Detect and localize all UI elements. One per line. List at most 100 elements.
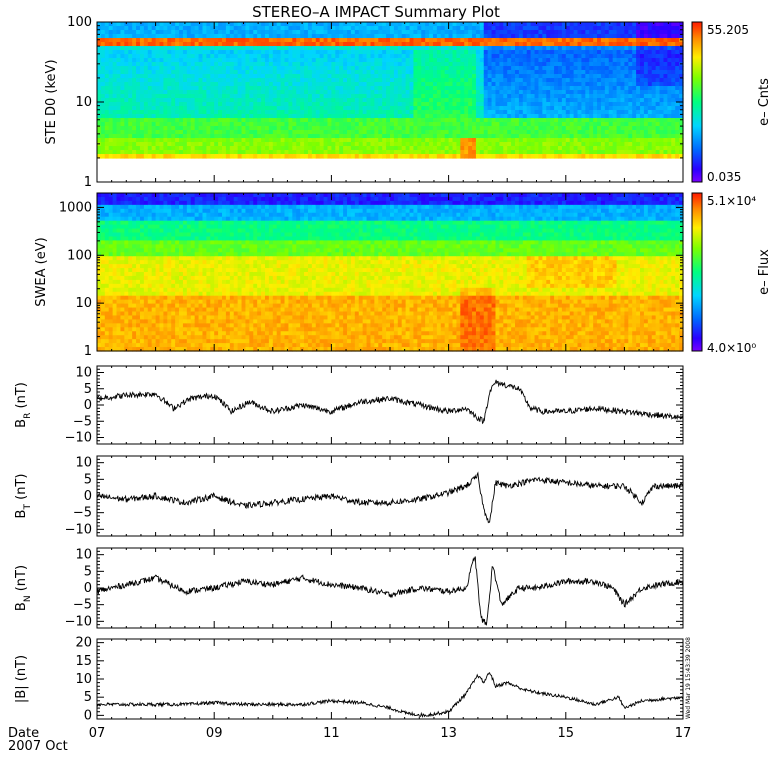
ste-heatmap-cell: [538, 46, 543, 51]
ste-heatmap-cell: [296, 154, 301, 159]
ste-heatmap-cell: [222, 134, 227, 139]
ste-heatmap-cell: [296, 62, 301, 67]
ste-heatmap-cell: [288, 50, 293, 55]
ste-heatmap-cell: [557, 142, 563, 147]
ste-heatmap-cell: [190, 70, 196, 75]
ste-heatmap-cell: [565, 58, 571, 63]
ste-heatmap-cell: [319, 154, 325, 159]
ste-heatmap-cell: [347, 98, 352, 103]
ste-heatmap-cell: [522, 90, 528, 95]
ste-heatmap-cell: [432, 118, 438, 123]
ste-heatmap-cell: [515, 74, 520, 79]
ste-heatmap-cell: [550, 74, 555, 79]
ste-heatmap-cell: [292, 142, 297, 147]
ste-heatmap-cell: [245, 82, 250, 87]
ste-heatmap-cell: [659, 26, 665, 31]
ste-heatmap-cell: [190, 142, 196, 147]
ste-heatmap-cell: [401, 122, 407, 127]
ste-heatmap-cell: [421, 154, 426, 159]
ste-heatmap-cell: [522, 74, 528, 79]
ste-heatmap-cell: [401, 146, 407, 151]
ste-heatmap-cell: [577, 34, 583, 39]
ste-heatmap-cell: [249, 38, 254, 43]
ste-heatmap-cell: [573, 126, 579, 131]
ste-heatmap-cell: [229, 110, 235, 115]
ste-heatmap-cell: [206, 126, 211, 131]
ste-heatmap-cell: [366, 134, 372, 139]
ste-heatmap-cell: [421, 150, 426, 155]
ste-heatmap-cell: [284, 30, 290, 35]
ste-heatmap-cell: [198, 46, 204, 51]
ste-heatmap-cell: [202, 50, 207, 55]
ste-heatmap-cell: [534, 98, 540, 103]
ste-heatmap-cell: [429, 58, 434, 63]
ste-heatmap-cell: [100, 154, 106, 159]
ste-heatmap-cell: [604, 134, 610, 139]
ste-heatmap-cell: [261, 66, 266, 71]
ste-heatmap-cell: [600, 154, 606, 159]
ste-heatmap-cell: [659, 90, 665, 95]
ste-heatmap-cell: [354, 114, 360, 119]
ste-heatmap-cell: [288, 74, 293, 79]
ste-heatmap-cell: [518, 90, 524, 95]
ste-heatmap-cell: [565, 134, 571, 139]
ste-heatmap-cell: [487, 26, 493, 31]
ste-heatmap-cell: [585, 62, 590, 67]
ste-heatmap-cell: [264, 118, 270, 123]
ste-heatmap-cell: [366, 82, 372, 87]
ste-heatmap-cell: [214, 138, 219, 143]
ste-heatmap-cell: [116, 90, 122, 95]
ste-heatmap-cell: [151, 34, 157, 39]
ste-heatmap-cell: [307, 90, 313, 95]
ste-heatmap-cell: [628, 118, 633, 123]
ste-heatmap-cell: [448, 126, 454, 131]
ste-heatmap-cell: [354, 42, 360, 47]
ste-heatmap-cell: [261, 70, 266, 75]
ste-heatmap-cell: [534, 30, 540, 35]
ste-heatmap-cell: [112, 106, 118, 111]
ste-heatmap-cell: [472, 106, 477, 111]
ste-heatmap-cell: [393, 82, 399, 87]
ste-heatmap-cell: [417, 138, 422, 143]
ste-heatmap-cell: [354, 102, 360, 107]
ste-heatmap-cell: [120, 94, 125, 99]
ste-heatmap-cell: [522, 30, 528, 35]
ste-heatmap-cell: [417, 54, 422, 59]
ste-heatmap-cell: [589, 58, 594, 63]
ste-heatmap-cell: [225, 146, 231, 151]
ste-heatmap-cell: [147, 82, 153, 87]
ste-heatmap-cell: [339, 114, 344, 119]
ste-heatmap-cell: [526, 126, 532, 131]
ste-heatmap-cell: [323, 82, 329, 87]
ste-heatmap-cell: [405, 142, 411, 147]
ste-heatmap-cell: [261, 86, 266, 91]
ste-heatmap-cell: [667, 94, 672, 99]
ste-heatmap-cell: [647, 46, 653, 51]
ste-heatmap-cell: [97, 94, 102, 99]
ste-heatmap-cell: [608, 154, 614, 159]
ste-heatmap-cell: [663, 130, 668, 135]
ste-heatmap-cell: [100, 146, 106, 151]
ste-heatmap-cell: [167, 102, 172, 107]
ste-heatmap-cell: [636, 50, 641, 55]
ste-heatmap-cell: [143, 146, 149, 151]
ste-heatmap-cell: [503, 130, 508, 135]
ste-heatmap-cell: [557, 26, 563, 31]
ste-heatmap-cell: [390, 38, 395, 43]
ste-heatmap-cell: [503, 50, 508, 55]
ste-heatmap-cell: [550, 66, 555, 71]
ste-heatmap-cell: [663, 126, 668, 131]
ste-heatmap-cell: [569, 110, 575, 115]
ste-heatmap-cell: [604, 102, 610, 107]
ste-heatmap-cell: [167, 42, 172, 47]
ste-heatmap-cell: [331, 138, 336, 143]
ste-heatmap-cell: [292, 138, 297, 143]
ste-heatmap-cell: [515, 142, 520, 147]
ste-heatmap-cell: [546, 70, 551, 75]
ste-heatmap-cell: [167, 58, 172, 63]
ste-heatmap-cell: [175, 58, 180, 63]
ste-heatmap-cell: [374, 142, 379, 147]
ste-heatmap-cell: [483, 150, 489, 155]
ste-heatmap-cell: [214, 106, 219, 111]
ste-heatmap-cell: [464, 130, 469, 135]
